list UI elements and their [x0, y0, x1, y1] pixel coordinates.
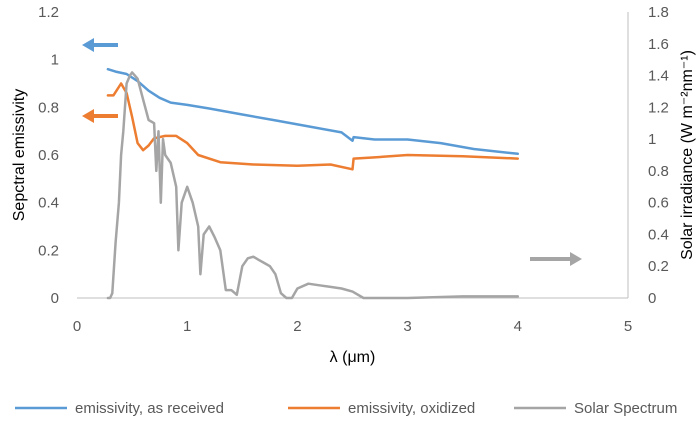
- legend-label-1: emissivity, oxidized: [348, 400, 475, 417]
- series-line-2: [106, 71, 520, 300]
- y-left-tick-label: 1.2: [38, 4, 59, 21]
- y-left-tick-label: 1: [51, 52, 59, 69]
- y-right-axis-title: Solar irradiance (W m⁻²nm⁻¹): [679, 50, 696, 260]
- y-left-tick-label: 0.2: [38, 242, 59, 259]
- y-right-tick-label: 0.2: [648, 258, 669, 275]
- arrow-left-orange-head: [82, 109, 94, 123]
- arrow-left-blue-head: [82, 38, 94, 52]
- x-tick-label: 2: [293, 318, 301, 335]
- y-right-tick-label: 1.6: [648, 36, 669, 53]
- y-right-tick-label: 1: [648, 131, 656, 148]
- y-left-tick-label: 0.6: [38, 147, 59, 164]
- x-tick-label: 0: [73, 318, 81, 335]
- series-line-1: [106, 82, 520, 171]
- y-left-tick-label: 0.4: [38, 195, 59, 212]
- y-right-tick-label: 0: [648, 290, 656, 307]
- y-left-tick-label: 0: [51, 290, 59, 307]
- arrow-right-gray-head: [570, 252, 582, 266]
- y-left-tick-label: 0.8: [38, 99, 59, 116]
- legend-label-0: emissivity, as received: [75, 400, 224, 417]
- y-right-tick-label: 0.6: [648, 195, 669, 212]
- y-right-tick-label: 1.4: [648, 68, 669, 85]
- x-axis-title: λ (μm): [330, 349, 376, 366]
- series-line-0: [106, 67, 520, 156]
- x-tick-label: 5: [624, 318, 632, 335]
- y-left-axis-title: Sepctral emissivity: [11, 89, 28, 221]
- x-tick-label: 4: [514, 318, 522, 335]
- y-right-tick-label: 0.4: [648, 226, 669, 243]
- y-right-tick-label: 1.8: [648, 4, 669, 21]
- y-right-tick-label: 1.2: [648, 99, 669, 116]
- x-tick-label: 1: [183, 318, 191, 335]
- legend-label-2: Solar Spectrum: [574, 400, 677, 417]
- x-tick-label: 3: [403, 318, 411, 335]
- y-right-tick-label: 0.8: [648, 163, 669, 180]
